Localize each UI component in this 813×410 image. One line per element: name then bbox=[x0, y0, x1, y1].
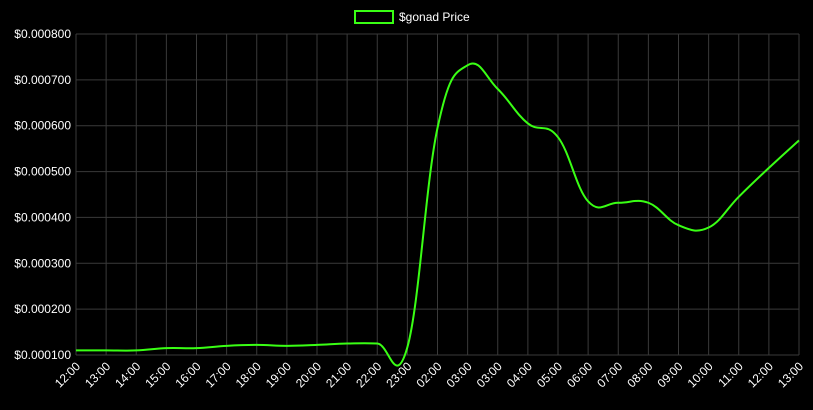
price-data-point[interactable] bbox=[615, 200, 621, 206]
price-data-point[interactable] bbox=[706, 225, 712, 231]
legend[interactable]: $gonad Price bbox=[354, 10, 470, 24]
y-tick-label: $0.000100 bbox=[14, 348, 71, 362]
price-data-point[interactable] bbox=[736, 194, 742, 200]
y-tick-label: $0.000200 bbox=[14, 302, 71, 316]
price-data-point[interactable] bbox=[435, 125, 441, 131]
price-data-point[interactable] bbox=[133, 347, 139, 353]
price-data-point[interactable] bbox=[374, 341, 380, 347]
price-data-point[interactable] bbox=[194, 345, 200, 351]
price-data-point[interactable] bbox=[314, 342, 320, 348]
y-tick-label: $0.000800 bbox=[14, 27, 71, 41]
price-data-point[interactable] bbox=[224, 343, 230, 349]
price-data-point[interactable] bbox=[555, 134, 561, 140]
price-data-point[interactable] bbox=[645, 200, 651, 206]
price-data-point[interactable] bbox=[465, 62, 471, 68]
price-data-point[interactable] bbox=[525, 120, 531, 126]
y-tick-label: $0.000400 bbox=[14, 210, 71, 224]
price-data-point[interactable] bbox=[284, 343, 290, 349]
price-data-point[interactable] bbox=[163, 345, 169, 351]
y-tick-label: $0.000500 bbox=[14, 165, 71, 179]
price-data-point[interactable] bbox=[344, 341, 350, 347]
legend-label[interactable]: $gonad Price bbox=[399, 10, 470, 24]
legend-swatch[interactable] bbox=[354, 10, 394, 24]
y-tick-label: $0.000700 bbox=[14, 73, 71, 87]
price-data-point[interactable] bbox=[585, 198, 591, 204]
price-data-point[interactable] bbox=[495, 86, 501, 92]
grid bbox=[75, 33, 800, 356]
price-data-point[interactable] bbox=[404, 344, 410, 350]
y-tick-label: $0.000600 bbox=[14, 119, 71, 133]
price-data-point[interactable] bbox=[766, 165, 772, 171]
price-series-line bbox=[76, 62, 800, 367]
y-tick-label: $0.000300 bbox=[14, 256, 71, 270]
price-data-point[interactable] bbox=[254, 342, 260, 348]
series-layer bbox=[73, 62, 802, 367]
price-data-point[interactable] bbox=[103, 347, 109, 353]
price-data-point[interactable] bbox=[676, 222, 682, 228]
price-data-point[interactable] bbox=[796, 137, 802, 143]
price-data-point[interactable] bbox=[73, 347, 79, 353]
